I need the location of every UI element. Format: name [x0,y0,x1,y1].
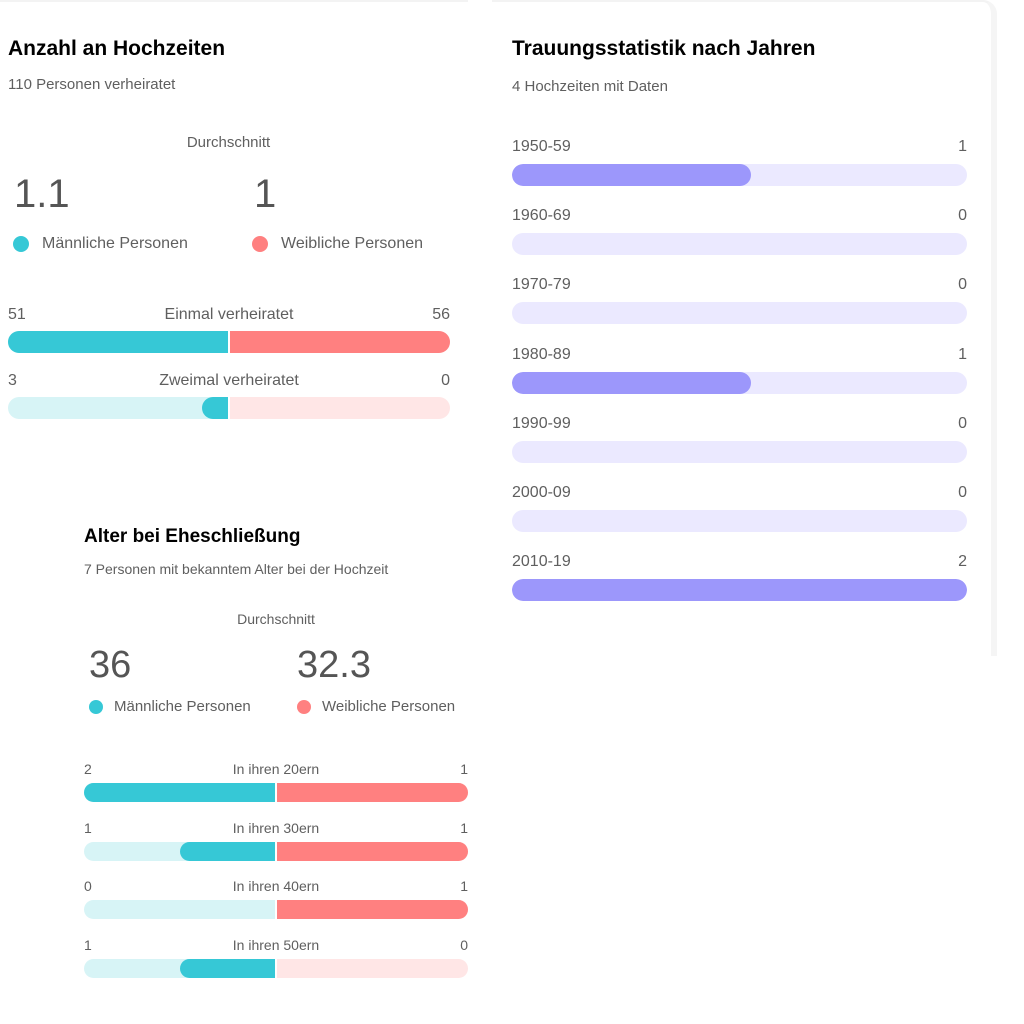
year-range-label: 2000-09 [512,484,571,501]
female-dot-icon [297,699,311,714]
male-track [84,841,275,861]
diverging-bar [84,900,468,919]
female-count-label: 0 [441,372,450,389]
diverging-bar [84,841,468,861]
female-track [277,841,468,861]
ages-female-average: 32.3 [297,644,371,686]
female-count-label: 56 [432,306,450,323]
diverging-bar [84,783,468,802]
male-count-label: 1 [84,936,92,953]
diverging-bar [84,958,468,978]
category-label: In ihren 20ern [232,761,320,777]
year-bar-track [512,579,967,602]
category-label: In ihren 30ern [232,819,320,836]
female-count-label: 1 [460,761,468,777]
male-bar [8,331,228,353]
year-count-label: 1 [958,345,967,363]
male-count-label: 3 [8,372,17,389]
ages-male-average: 36 [89,644,132,686]
ages-subtitle: 7 Personen mit bekanntem Alter bei der H… [84,561,389,577]
female-count-label: 0 [460,936,468,953]
female-track [230,397,450,419]
year-count-label: 0 [958,484,967,501]
male-dot-icon [89,699,103,714]
years-title: Trauungsstatistik nach Jahren [512,37,816,60]
male-bar [84,783,275,802]
ages-legend-female-label: Weibliche Personen [322,698,456,715]
female-dot-icon [252,236,268,252]
year-bar [512,164,751,186]
year-range-label: 2010-19 [512,553,571,571]
year-count-label: 1 [958,138,967,155]
female-bar [277,900,468,919]
year-count-label: 0 [958,414,967,432]
year-bar-track [512,440,967,463]
female-count-label: 1 [460,878,468,894]
category-label: In ihren 40ern [232,878,320,894]
ages-average-label: Durchschnitt [237,611,315,627]
year-bar-track [512,233,967,256]
year-range-label: 1950-59 [512,138,571,155]
male-count-label: 51 [8,306,26,323]
female-track [277,900,468,919]
female-bar [277,841,468,861]
category-label: Einmal verheiratet [164,306,294,323]
year-range-label: 1980-89 [512,345,571,363]
male-count-label: 1 [84,819,92,836]
male-track [8,397,228,419]
male-track [8,331,228,353]
male-count-label: 0 [84,878,92,894]
year-bar-track [512,164,967,186]
years-card [492,0,997,656]
female-count-label: 1 [460,819,468,836]
year-bar-track [512,371,967,394]
marriages-female-average: 1 [254,172,277,216]
year-bar-track [512,302,967,325]
male-bar [179,958,275,978]
marriages-card-border [0,0,468,2]
female-track [230,331,450,353]
male-bar [201,397,228,419]
diverging-bar [8,331,450,353]
legend-male: Männliche Personen [13,235,188,253]
male-count-label: 2 [84,761,92,777]
year-range-label: 1970-79 [512,276,571,294]
category-label: In ihren 50ern [232,936,320,953]
ages-legend-female: Weibliche Personen [297,698,455,715]
ages-legend-male: Männliche Personen [89,698,251,715]
ages-title: Alter bei Eheschließung [84,526,301,547]
female-bar [230,331,450,353]
marriages-subtitle: 110 Personen verheiratet [8,76,176,93]
year-range-label: 1960-69 [512,207,571,225]
legend-female-label: Weibliche Personen [281,235,424,252]
marriages-average-label: Durchschnitt [186,134,271,151]
year-range-label: 1990-99 [512,414,571,432]
category-label: Zweimal verheiratet [159,372,299,389]
legend-male-label: Männliche Personen [42,235,188,252]
ages-legend-male-label: Männliche Personen [114,698,251,715]
diverging-bar [8,397,450,419]
female-track [277,958,468,978]
male-track [84,783,275,802]
year-bar [512,579,967,602]
marriages-male-average: 1.1 [14,172,70,216]
male-track [84,900,275,919]
legend-female: Weibliche Personen [252,235,423,253]
year-count-label: 0 [958,207,967,225]
year-bar [512,371,751,394]
year-bar-track [512,510,967,532]
year-count-label: 0 [958,276,967,294]
female-track [277,783,468,802]
female-bar [277,783,468,802]
male-bar [179,841,275,861]
marriages-title: Anzahl an Hochzeiten [8,37,226,60]
years-subtitle: 4 Hochzeiten mit Daten [512,78,668,95]
year-count-label: 2 [958,553,967,571]
male-dot-icon [13,236,29,252]
male-track [84,958,275,978]
